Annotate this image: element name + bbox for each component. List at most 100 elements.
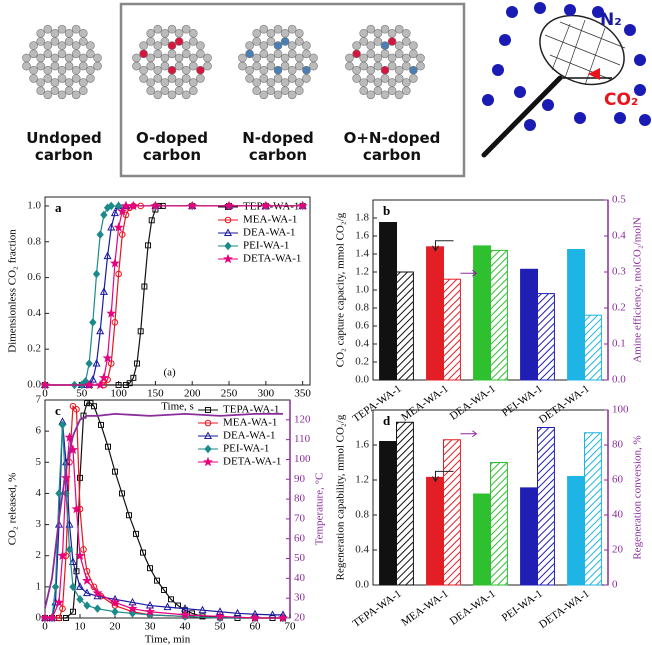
atom xyxy=(394,41,404,50)
marker xyxy=(92,358,101,367)
atom xyxy=(380,49,390,59)
marker xyxy=(147,565,153,572)
annotation: (a) xyxy=(163,367,176,379)
atom xyxy=(57,49,67,59)
marker xyxy=(107,360,115,367)
atom xyxy=(252,28,261,38)
atom xyxy=(174,53,184,63)
tick-label: 60 xyxy=(612,474,624,486)
atom xyxy=(64,37,74,46)
atom xyxy=(366,49,376,59)
atom xyxy=(146,53,155,63)
marker xyxy=(89,318,97,327)
bar xyxy=(537,293,555,381)
x-tick-label: 30 xyxy=(145,621,157,633)
capture-net xyxy=(481,14,626,158)
legend-label: DEA-WA-1 xyxy=(223,430,276,442)
atom xyxy=(273,90,283,100)
x-tick-label: 150 xyxy=(147,388,164,400)
x-tick-label: PEI-WA-1 xyxy=(500,383,545,419)
atom xyxy=(181,74,191,83)
tick-label: 40 xyxy=(612,509,624,521)
marker xyxy=(111,319,119,326)
marker xyxy=(119,490,125,497)
atom xyxy=(373,86,383,95)
marker xyxy=(122,211,130,219)
atom xyxy=(280,86,290,95)
marker xyxy=(150,200,161,211)
atom xyxy=(189,53,198,63)
n2-ball xyxy=(514,86,526,98)
marker xyxy=(122,382,129,388)
atom xyxy=(64,28,74,38)
atom xyxy=(50,86,60,95)
bar xyxy=(537,427,555,586)
atom xyxy=(43,74,53,83)
tick-label: 0.0 xyxy=(27,379,41,391)
atom xyxy=(373,28,383,38)
atom xyxy=(366,41,376,50)
marker xyxy=(204,444,212,454)
series-line xyxy=(45,205,303,386)
tick-label: 0.3 xyxy=(612,266,626,278)
tick-label: 100 xyxy=(294,453,311,465)
tick-label: 0.2 xyxy=(27,343,41,355)
atom xyxy=(22,61,31,71)
marker xyxy=(55,489,63,498)
y-axis-label: CO₂ capture capacity, mmol CO₂/g xyxy=(335,212,347,367)
marker xyxy=(105,443,111,450)
atom xyxy=(189,37,198,46)
graphene xyxy=(345,24,425,100)
legend-label: MEA-WA-1 xyxy=(223,417,277,429)
tick-label: 0.6 xyxy=(27,271,41,283)
x-tick-label: 300 xyxy=(258,388,275,400)
atom xyxy=(402,53,411,63)
atom xyxy=(245,49,254,59)
marker xyxy=(107,222,116,231)
n2-ball xyxy=(592,6,604,18)
atom xyxy=(160,28,170,38)
atom xyxy=(309,61,318,71)
marker xyxy=(130,374,137,381)
atom xyxy=(132,53,141,63)
atom xyxy=(409,41,418,50)
atom xyxy=(352,41,361,50)
marker xyxy=(223,253,233,264)
atom xyxy=(146,61,155,71)
atom xyxy=(50,53,60,63)
atom xyxy=(36,53,45,63)
x-tick-label: 50 xyxy=(76,388,88,400)
atom xyxy=(259,24,269,34)
doped-box xyxy=(119,2,466,178)
atom xyxy=(57,24,67,34)
marker xyxy=(76,595,84,604)
atom xyxy=(71,65,81,75)
atom xyxy=(266,37,276,46)
atom xyxy=(146,78,155,87)
atom xyxy=(153,90,163,100)
atom xyxy=(189,28,198,38)
atom xyxy=(259,41,269,50)
atom xyxy=(252,53,261,63)
bar xyxy=(584,432,602,586)
legend-label: DEA-WA-1 xyxy=(243,227,296,239)
series-line xyxy=(45,437,283,619)
bar xyxy=(490,249,508,381)
atom xyxy=(29,65,38,75)
series-line xyxy=(45,424,283,619)
series-line xyxy=(44,412,283,609)
atom xyxy=(153,65,163,75)
marker xyxy=(98,372,109,383)
panel-letter: d xyxy=(383,413,391,428)
plot-frame xyxy=(44,196,311,386)
atom xyxy=(402,78,411,87)
atom xyxy=(394,65,404,75)
atom xyxy=(139,49,148,59)
atom xyxy=(287,90,297,100)
n2-ball xyxy=(506,6,518,18)
marker xyxy=(99,287,108,295)
marker xyxy=(260,200,271,211)
y2-axis-label: Temperature, °C xyxy=(314,473,326,546)
tick-label: 0.4 xyxy=(355,544,369,556)
